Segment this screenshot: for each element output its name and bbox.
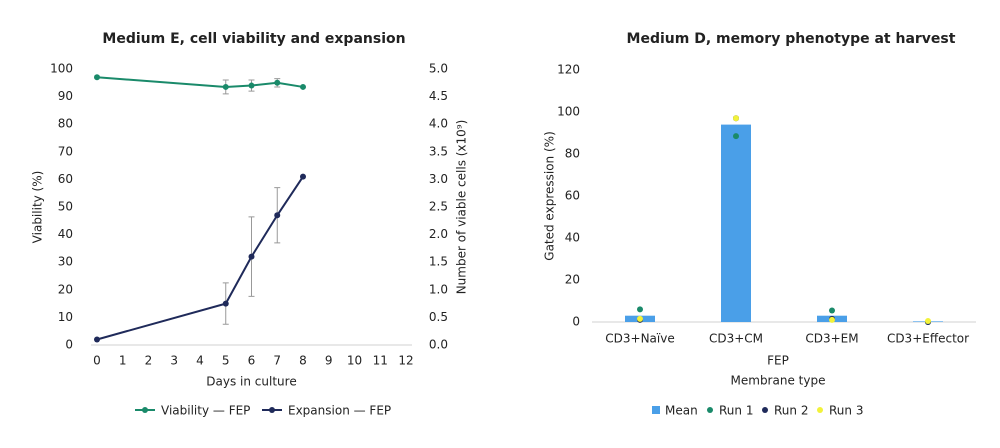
x-tick-label: 2 — [145, 354, 153, 368]
y2-tick-label: 4.0 — [429, 117, 448, 131]
x-tick-label: 0 — [93, 354, 101, 368]
x-tick-label: CD3+Naïve — [605, 332, 674, 346]
y2-tick-label: 1.0 — [429, 282, 448, 296]
data-point — [829, 316, 835, 323]
data-point — [274, 212, 281, 219]
chart-title: Medium E, cell viability and expansion — [102, 31, 405, 47]
y2-tick-label: 4.5 — [429, 89, 448, 103]
group-label: FEP — [767, 354, 789, 368]
y2-tick-label: 0.5 — [429, 310, 448, 324]
data-point — [222, 83, 229, 90]
x-tick-label: 5 — [222, 354, 230, 368]
legend-swatch — [142, 407, 148, 413]
x-tick-label: 6 — [248, 354, 256, 368]
legend-swatch — [707, 407, 713, 413]
x-tick-label: 9 — [325, 354, 333, 368]
x-tick-label: 12 — [398, 354, 413, 368]
y-tick-label: 80 — [565, 147, 580, 161]
data-point — [248, 82, 255, 89]
data-point — [300, 173, 306, 180]
x-tick-label: CD3+CM — [709, 332, 763, 346]
x-axis-label: Membrane type — [731, 374, 826, 388]
y-tick-label: 50 — [58, 200, 73, 214]
data-point — [248, 253, 255, 260]
y2-axis-label: Number of viable cells (x10⁹) — [455, 120, 469, 295]
y-tick-label: 70 — [58, 144, 73, 158]
legend-label: Run 3 — [829, 404, 863, 418]
data-point — [829, 307, 835, 314]
y-tick-label: 20 — [565, 273, 580, 287]
data-point — [300, 83, 306, 90]
data-point — [637, 306, 643, 313]
x-tick-label: CD3+EM — [805, 332, 858, 346]
y2-tick-label: 5.0 — [429, 62, 448, 76]
x-tick-label: 8 — [299, 354, 307, 368]
y-tick-label: 100 — [557, 105, 580, 119]
y2-tick-label: 2.5 — [429, 200, 448, 214]
legend-label: Run 2 — [774, 404, 808, 418]
legend-swatch — [269, 407, 275, 413]
y-axis-label: Gated expression (%) — [543, 131, 557, 260]
y-tick-label: 20 — [58, 282, 73, 296]
data-point — [637, 315, 643, 322]
chart-title: Medium D, memory phenotype at harvest — [627, 31, 956, 47]
data-point — [733, 133, 739, 140]
y2-tick-label: 3.5 — [429, 144, 448, 158]
x-tick-label: CD3+Effector — [887, 332, 969, 346]
y-tick-label: 100 — [50, 62, 73, 76]
x-axis-label: Days in culture — [206, 375, 296, 389]
legend-swatch — [762, 407, 768, 413]
y2-tick-label: 3.0 — [429, 172, 448, 186]
y2-tick-label: 2.0 — [429, 227, 448, 241]
legend-label: Run 1 — [719, 404, 753, 418]
y2-tick-label: 0.0 — [429, 338, 448, 352]
y-tick-label: 40 — [58, 227, 73, 241]
legend-label: Mean — [665, 404, 698, 418]
y-tick-label: 90 — [58, 89, 73, 103]
x-tick-label: 3 — [170, 354, 178, 368]
data-point — [925, 317, 931, 324]
legend-label: Expansion — FEP — [288, 404, 391, 418]
bar — [721, 124, 751, 322]
data-point — [733, 115, 739, 122]
legend-swatch — [652, 406, 660, 414]
y2-tick-label: 1.5 — [429, 255, 448, 269]
y-tick-label: 40 — [565, 231, 580, 245]
x-tick-label: 10 — [347, 354, 362, 368]
y-tick-label: 10 — [58, 310, 73, 324]
x-tick-label: 11 — [373, 354, 388, 368]
y-tick-label: 0 — [572, 315, 580, 329]
data-point — [94, 336, 100, 343]
y-tick-label: 80 — [58, 117, 73, 131]
x-tick-label: 4 — [196, 354, 204, 368]
legend-swatch — [817, 407, 823, 413]
y-tick-label: 120 — [557, 63, 580, 77]
data-point — [274, 79, 281, 86]
y-tick-label: 60 — [565, 189, 580, 203]
y-axis-label: Viability (%) — [31, 171, 45, 244]
y-tick-label: 60 — [58, 172, 73, 186]
data-point — [222, 300, 229, 307]
data-point — [94, 74, 100, 81]
x-tick-label: 7 — [273, 354, 281, 368]
y-tick-label: 30 — [58, 255, 73, 269]
x-tick-label: 1 — [119, 354, 127, 368]
legend-label: Viability — FEP — [161, 404, 250, 418]
y-tick-label: 0 — [65, 338, 73, 352]
